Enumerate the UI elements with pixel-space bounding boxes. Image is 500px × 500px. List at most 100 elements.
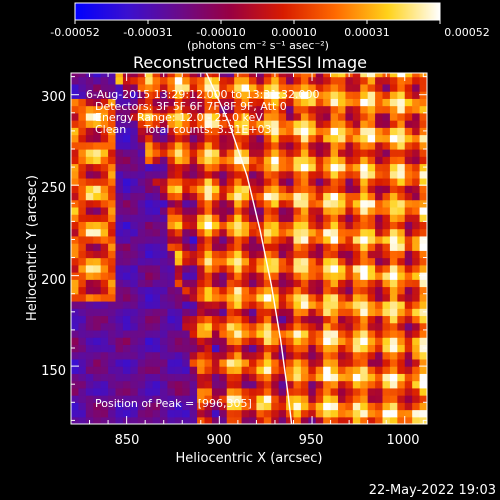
heatmap-cell xyxy=(85,134,94,143)
heatmap-cell xyxy=(108,221,117,230)
heatmap-cell xyxy=(182,206,191,215)
heatmap-cell xyxy=(130,156,139,165)
heatmap-cell xyxy=(122,192,131,201)
heatmap-cell xyxy=(145,272,154,280)
heatmap-cell xyxy=(137,156,146,165)
heatmap-cell xyxy=(204,185,213,194)
heatmap-cell xyxy=(78,293,87,302)
heatmap-cell xyxy=(367,257,376,266)
heatmap-cell xyxy=(360,105,369,114)
heatmap-cell xyxy=(367,395,376,403)
heatmap-cell xyxy=(174,416,183,424)
heatmap-cell xyxy=(145,170,154,179)
heatmap-cell xyxy=(145,358,154,367)
heatmap-cell xyxy=(167,185,176,194)
heatmap-cell xyxy=(100,91,109,99)
heatmap-cell xyxy=(93,221,102,230)
heatmap-cell xyxy=(249,127,258,136)
heatmap-cell xyxy=(419,141,427,150)
heatmap-cell xyxy=(204,344,213,353)
heatmap-cell xyxy=(241,344,250,353)
heatmap-cell xyxy=(397,329,406,338)
heatmap-cell xyxy=(419,192,427,201)
heatmap-cell xyxy=(330,293,339,302)
heatmap-cell xyxy=(115,409,124,418)
heatmap-cell xyxy=(271,134,280,143)
heatmap-cell xyxy=(352,272,361,280)
heatmap-cell xyxy=(323,416,332,424)
heatmap-cell xyxy=(338,127,347,136)
heatmap-cell xyxy=(352,344,361,353)
heatmap-cell xyxy=(182,185,191,194)
heatmap-cell xyxy=(145,177,154,186)
heatmap-cell xyxy=(300,214,309,222)
heatmap-cell xyxy=(130,112,139,121)
heatmap-cell xyxy=(293,214,302,222)
heatmap-cell xyxy=(330,264,339,273)
heatmap-cell xyxy=(115,337,124,345)
heatmap-cell xyxy=(419,351,427,360)
heatmap-cell xyxy=(71,185,80,194)
heatmap-cell xyxy=(382,98,391,107)
heatmap-cell xyxy=(397,373,406,382)
heatmap-cell xyxy=(404,257,413,266)
heatmap-cell xyxy=(278,156,287,165)
heatmap-cell xyxy=(375,192,384,201)
heatmap-cell xyxy=(152,264,161,273)
heatmap-cell xyxy=(263,395,272,403)
heatmap-cell xyxy=(382,83,391,92)
heatmap-cell xyxy=(100,73,109,78)
heatmap-cell xyxy=(204,250,213,259)
heatmap-cell xyxy=(219,308,228,317)
y-tick-label: 250 xyxy=(41,181,66,196)
heatmap-cell xyxy=(160,351,169,360)
heatmap-cell xyxy=(323,163,332,172)
heatmap-cell xyxy=(160,329,169,338)
heatmap-cell xyxy=(108,257,117,266)
heatmap-cell xyxy=(330,308,339,317)
heatmap-cell xyxy=(108,279,117,288)
heatmap-cell xyxy=(219,221,228,230)
heatmap-cell xyxy=(189,192,198,201)
heatmap-cell xyxy=(78,170,87,179)
heatmap-cell xyxy=(100,192,109,201)
heatmap-cell xyxy=(249,308,258,317)
heatmap-cell xyxy=(85,235,94,244)
heatmap-cell xyxy=(152,73,161,78)
heatmap-cell xyxy=(345,228,354,237)
heatmap-cell xyxy=(278,206,287,215)
heatmap-cell xyxy=(145,293,154,302)
heatmap-cell xyxy=(300,264,309,273)
heatmap-cell xyxy=(330,199,339,208)
x-tick-label: 950 xyxy=(299,433,324,448)
heatmap-cell xyxy=(167,351,176,360)
heatmap-cell xyxy=(278,170,287,179)
heatmap-cell xyxy=(412,228,421,237)
heatmap-cell xyxy=(78,185,87,194)
heatmap-cell xyxy=(293,235,302,244)
heatmap-cell xyxy=(412,395,421,403)
heatmap-cell xyxy=(167,127,176,136)
heatmap-cell xyxy=(160,322,169,331)
heatmap-cell xyxy=(226,264,235,273)
heatmap-cell xyxy=(122,344,131,353)
heatmap-cell xyxy=(263,83,272,92)
heatmap-cell xyxy=(211,257,220,266)
heatmap-cell xyxy=(189,308,198,317)
heatmap-cell xyxy=(293,141,302,150)
heatmap-cell xyxy=(271,243,280,251)
heatmap-cell xyxy=(293,76,302,85)
heatmap-cell xyxy=(397,141,406,150)
heatmap-cell xyxy=(189,206,198,215)
heatmap-cell xyxy=(249,250,258,259)
colorbar-tick-label: -0.00052 xyxy=(50,26,99,39)
heatmap-cell xyxy=(375,199,384,208)
heatmap-cell xyxy=(352,177,361,186)
heatmap-cell xyxy=(419,221,427,230)
heatmap-cell xyxy=(78,308,87,317)
heatmap-cell xyxy=(300,279,309,288)
heatmap-cell xyxy=(412,221,421,230)
heatmap-cell xyxy=(100,416,109,424)
heatmap-cell xyxy=(108,73,117,78)
heatmap-cell xyxy=(234,250,243,259)
